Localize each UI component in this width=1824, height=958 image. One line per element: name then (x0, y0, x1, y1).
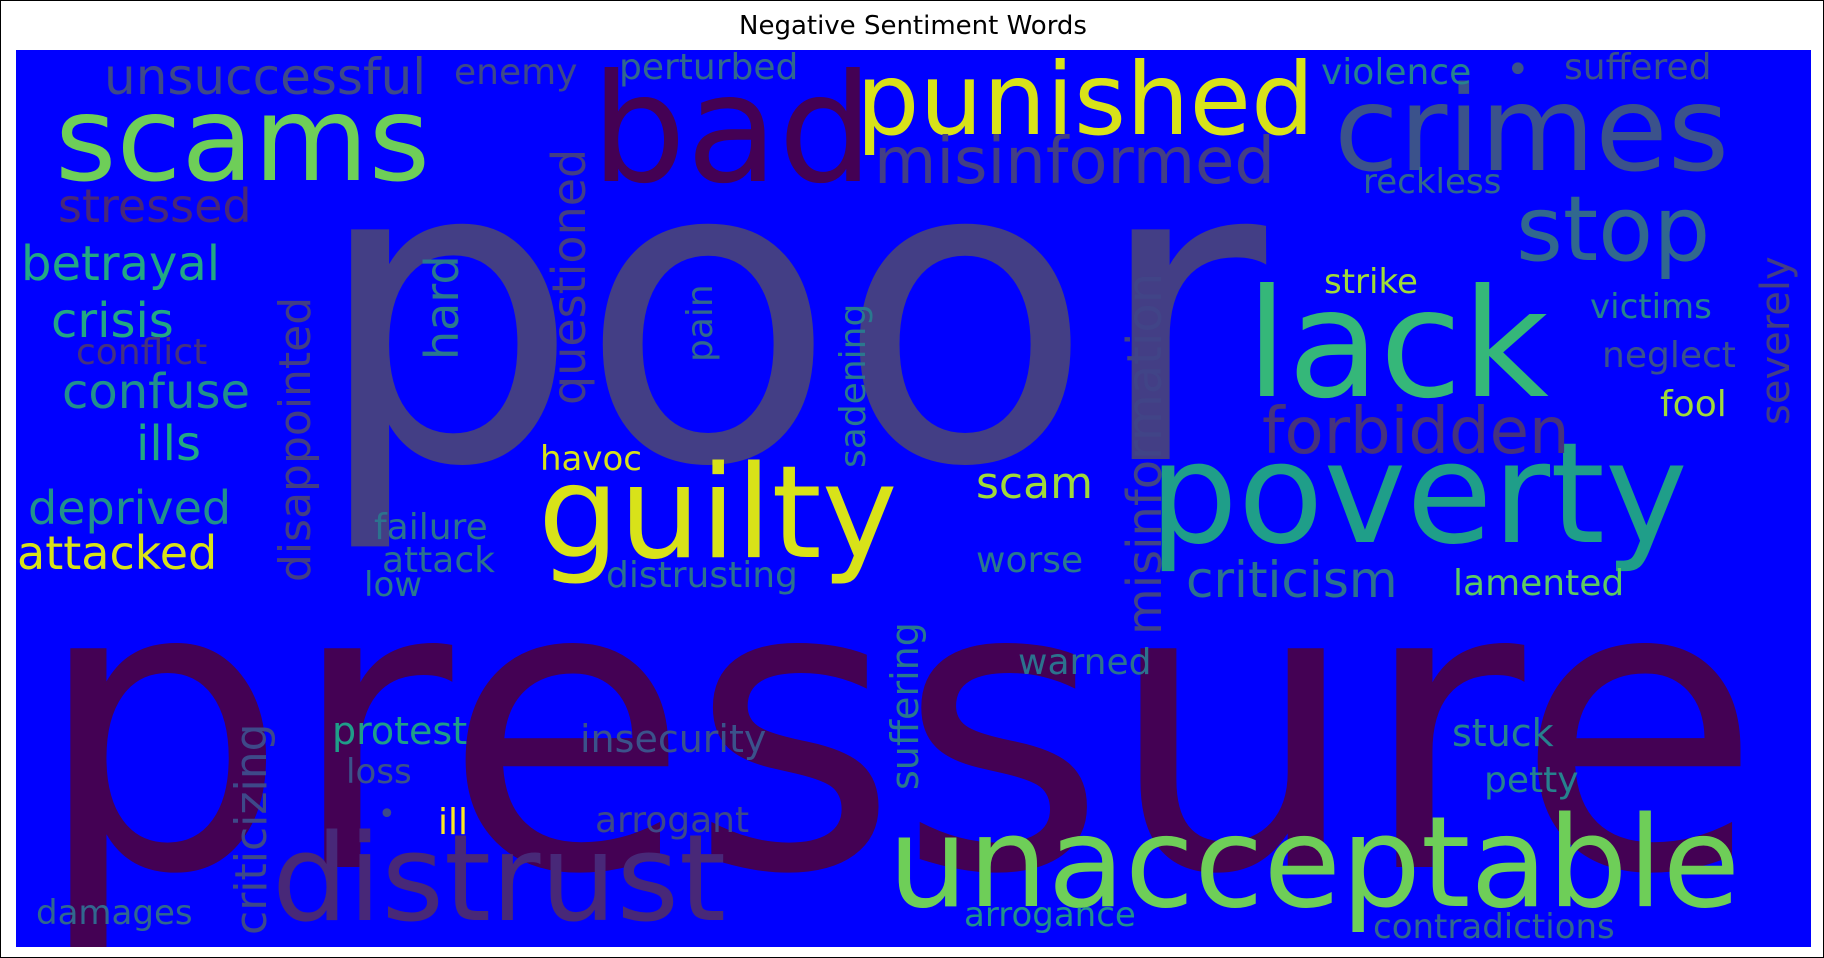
word-unsuccessful: unsuccessful (104, 50, 427, 106)
word-dot: • (378, 797, 396, 832)
word-guilty: guilty (538, 439, 898, 588)
word-lack: lack (1246, 258, 1549, 432)
word-enemy: enemy (454, 52, 578, 93)
word-petty: petty (1484, 760, 1579, 801)
word-deprived: deprived (28, 481, 232, 535)
word-failure: failure (374, 507, 488, 548)
word-crimes: crimes (1334, 60, 1730, 198)
word-hard: hard (415, 255, 469, 360)
word-dot: • (1506, 50, 1530, 93)
word-scam: scam (976, 458, 1093, 509)
word-violence: violence (1321, 52, 1472, 93)
word-distrust: distrust (272, 810, 727, 947)
word-crisis: crisis (51, 293, 174, 349)
word-perturbed: perturbed (619, 50, 799, 88)
word-poverty: poverty (1149, 413, 1688, 576)
word-insecurity: insecurity (580, 717, 767, 761)
word-neglect: neglect (1602, 335, 1736, 376)
word-betrayal: betrayal (21, 236, 221, 292)
word-poor: poor (313, 70, 1267, 559)
word-distrusting: distrusting (606, 555, 798, 596)
word-lamented: lamented (1453, 563, 1625, 604)
word-punished: punished (856, 50, 1315, 158)
word-suffering: suffering (883, 622, 927, 790)
word-suffered: suffered (1564, 50, 1712, 88)
word-scams: scams (55, 70, 431, 208)
word-loss: loss (346, 752, 412, 792)
word-misinformed: misinformed (874, 125, 1276, 199)
word-ills: ills (136, 416, 202, 472)
word-arrogance: arrogance (964, 895, 1136, 935)
word-pressure: pressure (34, 497, 1762, 947)
word-stop: stop (1516, 177, 1711, 282)
word-severely: severely (1753, 256, 1799, 425)
word-protest: protest (332, 709, 468, 753)
word-forbidden: forbidden (1262, 395, 1570, 469)
word-warned: warned (1018, 642, 1152, 683)
word-reckless: reckless (1363, 162, 1502, 202)
word-stressed: stressed (58, 179, 252, 233)
word-confuse: confuse (62, 364, 251, 420)
word-bad: bad (591, 50, 874, 217)
word-victims: victims (1590, 287, 1712, 327)
word-attack: attack (382, 540, 495, 581)
word-pain: pain (680, 284, 721, 362)
word-stuck: stuck (1452, 711, 1554, 755)
word-disappointed: disappointed (270, 296, 321, 582)
word-worse: worse (976, 540, 1084, 581)
word-criticizing: criticizing (226, 723, 277, 935)
word-strike: strike (1324, 262, 1418, 302)
word-questioned: questioned (542, 148, 596, 405)
word-contradictions: contradictions (1373, 907, 1615, 947)
word-sadening: sadening (833, 303, 874, 468)
word-arrogant: arrogant (595, 800, 750, 841)
word-unacceptable: unacceptable (888, 789, 1741, 936)
word-misinformation: misinformation (1117, 272, 1173, 635)
word-damages: damages (36, 893, 193, 933)
word-attacked: attacked (17, 526, 218, 580)
word-fool: fool (1660, 384, 1727, 425)
word-criticism: criticism (1186, 551, 1398, 609)
word-conflict: conflict (76, 332, 208, 373)
word-cloud: poor pressure bad crimes scams punished … (16, 50, 1811, 947)
chart-title: Negative Sentiment Words (739, 11, 1087, 41)
word-havoc: havoc (540, 439, 642, 479)
word-low: low (364, 565, 423, 605)
word-ill: ill (438, 802, 469, 843)
